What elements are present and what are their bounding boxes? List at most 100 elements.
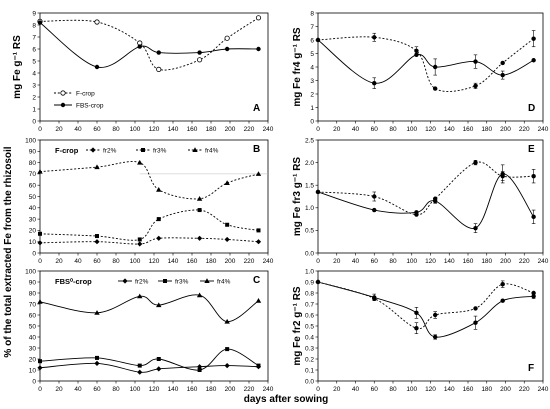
y-tick-label: 80	[29, 160, 37, 167]
y-tick-label: 0.3	[305, 345, 314, 352]
x-tick-label: 20	[333, 126, 341, 133]
y-tick-label: 90	[29, 279, 37, 286]
panel-f: 0 20 40 60 80 100 120 140 160 180 200 220 240 0.0 0.1 0…	[292, 268, 549, 393]
y-tick-label: 40	[29, 334, 37, 341]
x-tick-label: 20	[55, 386, 63, 393]
y-tick-label: 0.5	[305, 228, 314, 235]
panel-d: 0 20 40 60 80 100 120 140 160 180 200 220 240 0 1 2 3 4 5 6…	[292, 10, 549, 133]
x-tick-label: 240	[538, 386, 549, 393]
x-tick-label: 160	[463, 258, 474, 265]
x-tick-label: 200	[225, 258, 236, 265]
data-point	[414, 326, 419, 331]
y-axis-label: mg Fe fr3 g⁻¹ RS	[292, 157, 303, 237]
x-tick-label: 0	[316, 126, 320, 133]
data-point	[432, 312, 438, 318]
data-point	[414, 48, 419, 53]
x-tick-label: 0	[38, 126, 42, 133]
data-point	[255, 15, 262, 21]
panel-c: 0 20 40 60 80 100 120 140 160 180 200 220 240 0 10 20 30…	[25, 268, 274, 393]
y-tick-label: 1.0	[305, 205, 314, 212]
y-tick-label: 6	[32, 46, 36, 53]
y-tick-label: 100	[25, 268, 36, 275]
x-tick-label: 120	[425, 258, 436, 265]
panel-label: B	[253, 144, 260, 155]
data-point	[473, 160, 478, 165]
data-point	[500, 60, 505, 66]
data-point	[197, 57, 203, 63]
data-point	[95, 234, 99, 239]
series-line	[317, 281, 534, 338]
data-point	[156, 50, 161, 55]
x-tick-label: 60	[371, 126, 379, 133]
x-tick-label: 240	[263, 126, 274, 133]
series-line	[39, 17, 259, 71]
data-point	[137, 369, 143, 375]
legend-marker	[141, 148, 145, 152]
x-tick-label: 220	[244, 126, 255, 133]
y-tick-label: 30	[29, 216, 37, 223]
y-tick-label: 1	[310, 105, 314, 112]
data-point	[473, 306, 478, 311]
x-tick-label: 0	[316, 386, 320, 393]
data-point	[432, 86, 438, 91]
data-point	[137, 237, 142, 242]
data-point	[37, 168, 43, 174]
y-tick-label: 0.0	[305, 378, 314, 385]
panel-subtitle: FBS⁰-crop	[55, 277, 92, 286]
data-point	[156, 235, 162, 241]
data-point	[38, 231, 42, 236]
data-point	[531, 294, 536, 299]
data-point	[37, 365, 43, 371]
data-point	[197, 235, 203, 241]
y-axis-label: mg Fe fr4 g⁻¹ RS	[292, 27, 303, 107]
y-tick-label: 0.5	[305, 323, 314, 330]
y-tick-label: 4	[310, 64, 314, 71]
y-tick-label: 0.0	[305, 250, 314, 257]
panel-label: A	[253, 103, 260, 114]
y-tick-label: 90	[29, 149, 37, 156]
y-tick-label: 10	[29, 367, 37, 374]
x-tick-label: 160	[187, 258, 198, 265]
data-point	[225, 347, 230, 352]
panel-a: 0 20 40 60 80 100 120 140 160 180 200 220 240 0 1 2 3 4 5 6…	[12, 10, 274, 133]
x-tick-label: 100	[130, 386, 141, 393]
legend-label: fr3%	[175, 278, 189, 285]
y-tick-label: 4	[32, 70, 36, 77]
plot-frame	[317, 139, 544, 254]
legend-label: fr4%	[205, 147, 219, 154]
legend-marker	[60, 102, 66, 108]
x-tick-label: 40	[352, 126, 360, 133]
y-tick-label: 0.2	[305, 356, 314, 363]
data-point	[256, 228, 261, 233]
x-tick-label: 60	[371, 258, 379, 265]
y-tick-label: 0.6	[305, 312, 314, 319]
y-tick-label: 60	[29, 183, 37, 190]
x-tick-label: 220	[519, 386, 530, 393]
y-tick-label: 0	[310, 118, 314, 125]
plot-frame	[317, 270, 544, 382]
x-tick-label: 80	[112, 386, 120, 393]
data-point	[315, 37, 321, 43]
data-point	[255, 298, 262, 303]
x-tick-label: 100	[130, 126, 141, 133]
y-tick-label: 0.9	[305, 279, 314, 286]
data-point	[256, 363, 261, 368]
data-point	[224, 46, 230, 52]
x-tick-label: 80	[389, 126, 397, 133]
y-axis-label: mg Fe fr2 g⁻¹ RS	[292, 286, 303, 366]
series-line	[317, 161, 534, 216]
data-point	[37, 20, 43, 25]
legend-label: fr3%	[153, 147, 167, 154]
data-point	[256, 46, 261, 52]
legend-marker	[163, 279, 167, 283]
panel-label: F	[528, 363, 534, 374]
x-tick-label: 200	[225, 386, 236, 393]
x-axis-label: days after sowing	[244, 394, 328, 405]
series-line	[39, 294, 259, 323]
data-point	[473, 59, 478, 64]
y-tick-label: 30	[29, 345, 37, 352]
data-point	[94, 360, 100, 366]
x-tick-label: 60	[93, 386, 101, 393]
data-point	[372, 295, 377, 300]
y-tick-label: 2.0	[305, 160, 314, 167]
